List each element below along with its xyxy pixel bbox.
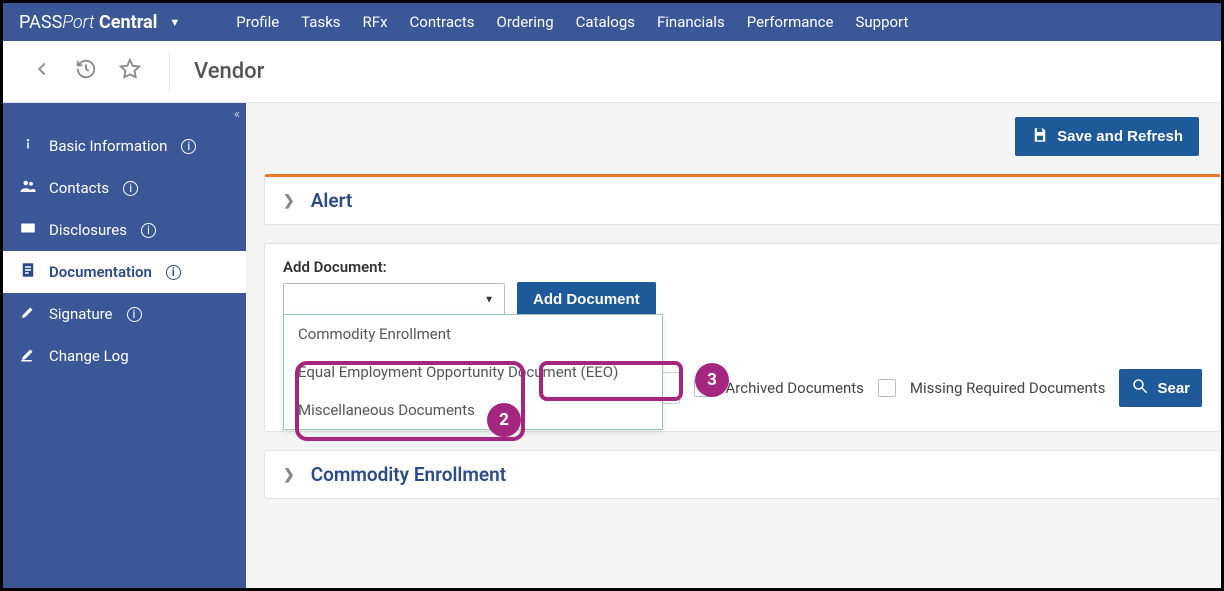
commodity-enrollment-title: Commodity Enrollment (311, 463, 506, 486)
nav-financials[interactable]: Financials (657, 3, 725, 41)
sidebar: « Basic Information i Contacts i Disclos… (3, 103, 246, 588)
info-badge-icon: i (123, 181, 138, 196)
missing-required-checkbox[interactable] (878, 379, 896, 397)
archived-documents-label: Archived Documents (726, 379, 864, 397)
add-document-label: Add Document: (283, 258, 1202, 276)
commodity-enrollment-header[interactable]: ❯ Commodity Enrollment (265, 451, 1220, 498)
document-type-dropdown: Commodity Enrollment Equal Employment Op… (283, 314, 663, 430)
add-document-section: Add Document: ▼ Add Document Commodity E… (264, 243, 1221, 432)
contacts-icon (19, 177, 37, 199)
save-icon (1031, 126, 1049, 147)
sidebar-item-label: Basic Information (49, 137, 167, 155)
top-nav: PASSPort Central ▼ Profile Tasks RFx Con… (3, 3, 1221, 41)
sidebar-item-disclosures[interactable]: Disclosures i (3, 209, 246, 251)
document-type-select[interactable]: ▼ (283, 283, 505, 317)
add-document-button-label: Add Document (533, 291, 640, 308)
collapse-sidebar-icon[interactable]: « (234, 107, 240, 122)
topnav-items: Profile Tasks RFx Contracts Ordering Cat… (236, 3, 908, 41)
nav-ordering[interactable]: Ordering (497, 3, 554, 41)
annotation-badge-2: 2 (487, 403, 521, 437)
chevron-right-icon: ❯ (283, 467, 295, 483)
main-content: Save and Refresh ❯ Alert Add Document: ▼… (246, 103, 1221, 588)
page-title: Vendor (169, 52, 264, 92)
sidebar-item-label: Signature (49, 305, 113, 323)
nav-rfx[interactable]: RFx (363, 3, 388, 41)
sidebar-item-change-log[interactable]: Change Log (3, 335, 246, 377)
sidebar-item-documentation[interactable]: Documentation i (3, 251, 246, 293)
sidebar-item-signature[interactable]: Signature i (3, 293, 246, 335)
add-document-button[interactable]: Add Document (517, 282, 656, 317)
history-icon[interactable] (75, 58, 97, 85)
changelog-icon (19, 345, 37, 367)
sidebar-item-label: Change Log (49, 347, 129, 365)
favorite-icon[interactable] (119, 58, 141, 85)
info-badge-icon: i (181, 139, 196, 154)
search-button-label: Sear (1157, 380, 1190, 397)
info-badge-icon: i (127, 307, 142, 322)
signature-icon (19, 303, 37, 325)
search-button[interactable]: Sear (1119, 369, 1202, 407)
brand-logo[interactable]: PASSPort Central ▼ (3, 12, 196, 33)
back-icon[interactable] (31, 58, 53, 85)
documentation-icon (19, 261, 37, 283)
alert-panel: ❯ Alert (264, 174, 1221, 225)
info-badge-icon: i (141, 223, 156, 238)
chevron-right-icon: ❯ (283, 193, 295, 209)
sidebar-item-label: Documentation (49, 263, 152, 281)
annotation-badge-3: 3 (695, 363, 729, 397)
nav-performance[interactable]: Performance (747, 3, 834, 41)
info-badge-icon: i (166, 265, 181, 280)
subheader: Vendor (3, 41, 1221, 103)
nav-support[interactable]: Support (855, 3, 908, 41)
nav-catalogs[interactable]: Catalogs (576, 3, 635, 41)
sidebar-item-label: Contacts (49, 179, 109, 197)
sidebar-item-contacts[interactable]: Contacts i (3, 167, 246, 209)
info-icon (19, 135, 37, 157)
sidebar-item-basic-information[interactable]: Basic Information i (3, 125, 246, 167)
alert-header[interactable]: ❯ Alert (265, 177, 1220, 224)
dropdown-option-commodity-enrollment[interactable]: Commodity Enrollment (284, 315, 662, 353)
search-icon (1131, 377, 1149, 399)
caret-down-icon: ▼ (484, 294, 494, 305)
nav-profile[interactable]: Profile (236, 3, 279, 41)
disclosures-icon (19, 219, 37, 241)
nav-contracts[interactable]: Contracts (410, 3, 475, 41)
missing-required-label: Missing Required Documents (910, 379, 1106, 397)
sidebar-item-label: Disclosures (49, 221, 127, 239)
commodity-enrollment-panel: ❯ Commodity Enrollment (264, 450, 1221, 499)
alert-title: Alert (311, 189, 353, 212)
brand-caret-icon[interactable]: ▼ (169, 16, 180, 29)
save-and-refresh-label: Save and Refresh (1057, 128, 1183, 145)
dropdown-option-eeo[interactable]: Equal Employment Opportunity Document (E… (284, 353, 662, 391)
save-and-refresh-button[interactable]: Save and Refresh (1015, 117, 1199, 156)
dropdown-option-misc[interactable]: Miscellaneous Documents (284, 391, 662, 429)
nav-tasks[interactable]: Tasks (301, 3, 340, 41)
